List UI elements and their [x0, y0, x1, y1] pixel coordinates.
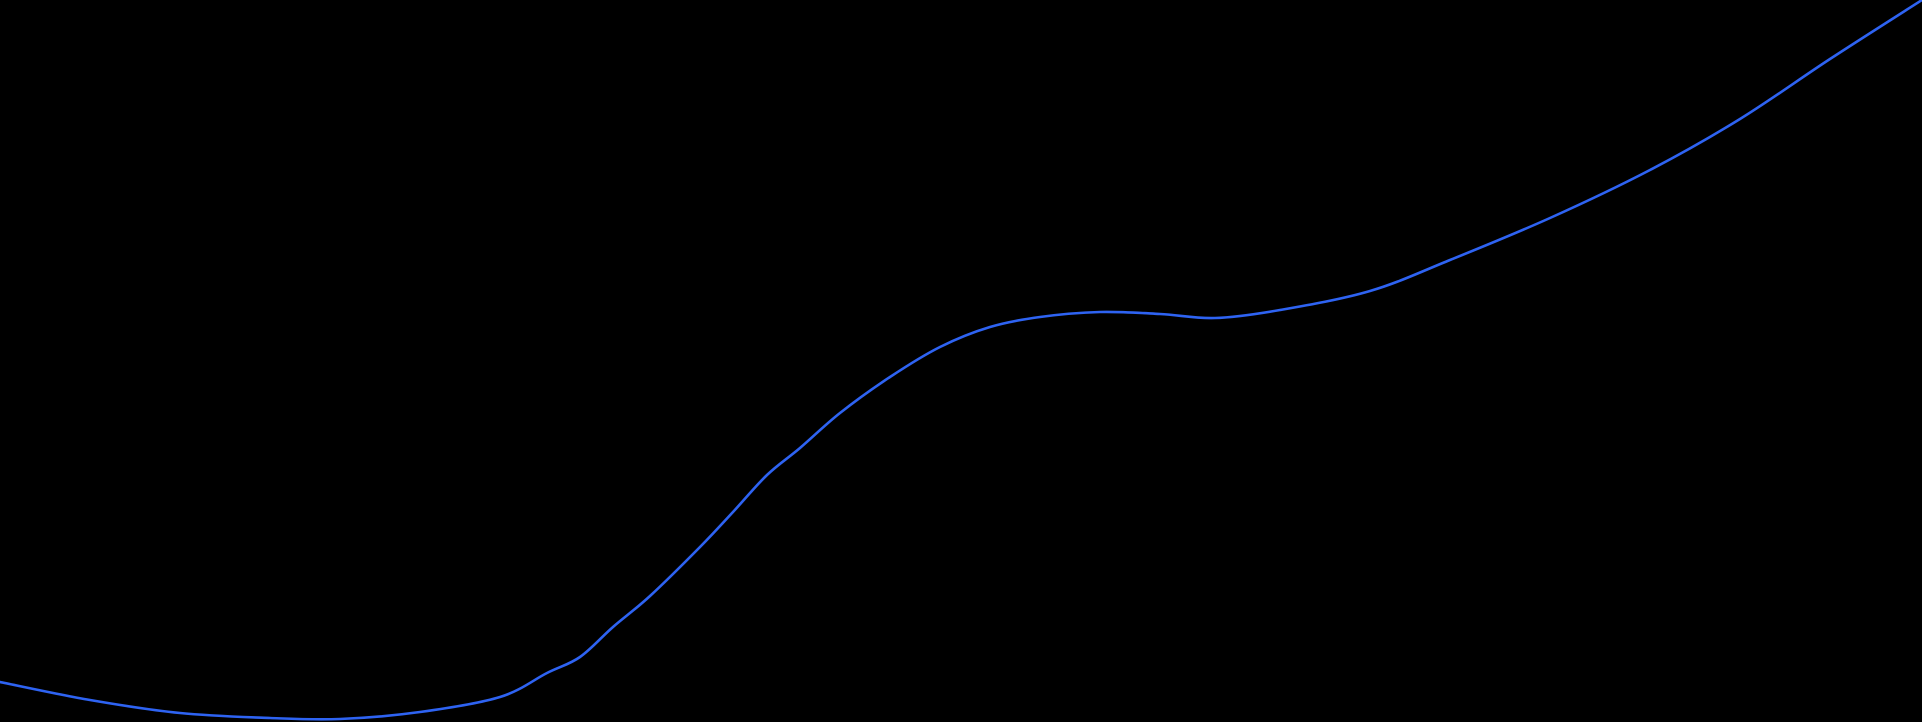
trend-line	[0, 0, 1922, 721]
chart-area	[0, 0, 1922, 722]
line-chart	[0, 0, 1922, 721]
